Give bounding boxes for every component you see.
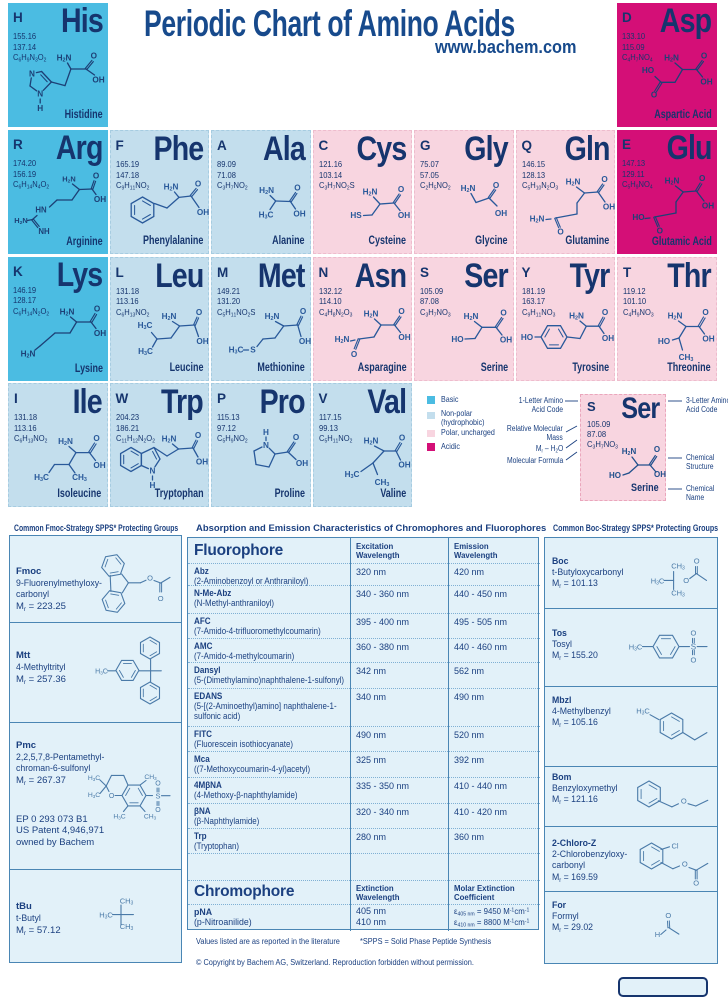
svg-text:O: O xyxy=(601,307,608,316)
svg-text:N: N xyxy=(149,466,155,475)
svg-text:O: O xyxy=(557,228,564,237)
svg-text:H2N: H2N xyxy=(664,53,679,63)
svg-text:O: O xyxy=(195,307,202,316)
svg-text:H2N: H2N xyxy=(265,311,280,321)
svg-text:H2N: H2N xyxy=(21,349,36,359)
svg-text:H2N: H2N xyxy=(461,184,476,194)
svg-text:H2N: H2N xyxy=(529,215,544,225)
svg-text:HO: HO xyxy=(451,335,464,344)
svg-text:H3C: H3C xyxy=(259,211,274,221)
svg-text:OH: OH xyxy=(500,335,512,344)
svg-text:OH: OH xyxy=(196,208,208,217)
svg-text:NH: NH xyxy=(38,227,50,236)
svg-text:HO: HO xyxy=(642,66,655,75)
svg-text:HN: HN xyxy=(35,206,47,215)
svg-text:O: O xyxy=(493,181,500,190)
svg-text:HO: HO xyxy=(658,337,671,346)
svg-text:O: O xyxy=(702,307,709,316)
svg-text:H2N: H2N xyxy=(163,182,178,192)
svg-text:H2N: H2N xyxy=(161,311,176,321)
svg-text:O: O xyxy=(294,183,301,192)
svg-text:CH3: CH3 xyxy=(72,473,87,483)
svg-text:H3C: H3C xyxy=(34,473,49,483)
svg-text:O: O xyxy=(500,308,507,317)
svg-text:H3C: H3C xyxy=(138,347,153,357)
svg-text:O: O xyxy=(657,227,664,236)
svg-text:OH: OH xyxy=(293,209,305,218)
svg-text:H2N: H2N xyxy=(334,335,349,345)
svg-text:H2N: H2N xyxy=(565,177,580,187)
svg-text:OH: OH xyxy=(196,336,208,345)
svg-text:O: O xyxy=(300,306,307,315)
svg-text:HO: HO xyxy=(520,333,533,342)
svg-text:O: O xyxy=(93,434,100,443)
svg-text:H2N: H2N xyxy=(259,186,274,196)
svg-text:OH: OH xyxy=(93,461,105,470)
svg-text:O: O xyxy=(194,431,201,440)
svg-text:OH: OH xyxy=(702,334,714,343)
svg-text:OH: OH xyxy=(495,209,507,218)
svg-text:OH: OH xyxy=(654,470,666,479)
svg-text:O: O xyxy=(701,51,708,60)
svg-text:OH: OH xyxy=(398,332,410,341)
svg-text:OH: OH xyxy=(397,211,409,220)
svg-text:H2N: H2N xyxy=(363,436,378,446)
svg-text:H2N: H2N xyxy=(60,307,75,317)
svg-text:H2N: H2N xyxy=(665,176,680,186)
svg-text:O: O xyxy=(94,304,101,313)
svg-text:OH: OH xyxy=(602,202,614,211)
svg-text:S: S xyxy=(250,345,256,354)
svg-text:H2N: H2N xyxy=(668,311,683,321)
svg-text:H2N: H2N xyxy=(57,53,72,63)
svg-text:O: O xyxy=(293,433,300,442)
svg-text:OH: OH xyxy=(299,336,311,345)
svg-text:H: H xyxy=(37,104,43,113)
svg-text:H2N: H2N xyxy=(464,311,479,321)
svg-text:H2N: H2N xyxy=(62,174,75,184)
svg-text:H2N: H2N xyxy=(622,447,637,457)
svg-text:HO: HO xyxy=(609,471,621,480)
svg-text:N: N xyxy=(37,89,43,98)
svg-text:O: O xyxy=(699,174,706,183)
svg-text:HS: HS xyxy=(350,211,362,220)
svg-text:N: N xyxy=(29,69,35,78)
svg-text:O: O xyxy=(93,171,100,180)
svg-text:O: O xyxy=(398,433,405,442)
svg-text:H2N: H2N xyxy=(58,437,73,447)
svg-text:H2N: H2N xyxy=(363,309,378,319)
svg-text:O: O xyxy=(601,175,608,184)
svg-text:N: N xyxy=(263,441,269,450)
svg-text:OH: OH xyxy=(94,328,106,337)
svg-text:H2N: H2N xyxy=(14,216,27,226)
svg-text:H3C: H3C xyxy=(229,345,244,355)
svg-text:H2N: H2N xyxy=(362,187,377,197)
svg-text:H3C: H3C xyxy=(344,470,359,480)
svg-text:O: O xyxy=(397,185,404,194)
svg-text:H2N: H2N xyxy=(569,311,584,321)
svg-text:H: H xyxy=(263,428,269,437)
svg-text:O: O xyxy=(398,306,405,315)
svg-text:OH: OH xyxy=(702,201,714,210)
svg-text:OH: OH xyxy=(601,333,613,342)
svg-text:H3C: H3C xyxy=(137,321,152,331)
svg-text:O: O xyxy=(194,179,201,188)
svg-text:O: O xyxy=(350,350,357,359)
svg-text:O: O xyxy=(651,91,658,100)
svg-text:CH3: CH3 xyxy=(374,478,389,488)
svg-text:OH: OH xyxy=(195,457,207,466)
svg-text:OH: OH xyxy=(700,77,712,86)
svg-text:O: O xyxy=(654,445,660,454)
svg-text:HO: HO xyxy=(632,213,645,222)
svg-text:OH: OH xyxy=(398,460,410,469)
svg-text:OH: OH xyxy=(92,75,104,84)
svg-text:OH: OH xyxy=(94,195,106,204)
svg-text:O: O xyxy=(91,51,98,60)
svg-text:OH: OH xyxy=(296,459,308,468)
svg-text:H2N: H2N xyxy=(161,434,176,444)
